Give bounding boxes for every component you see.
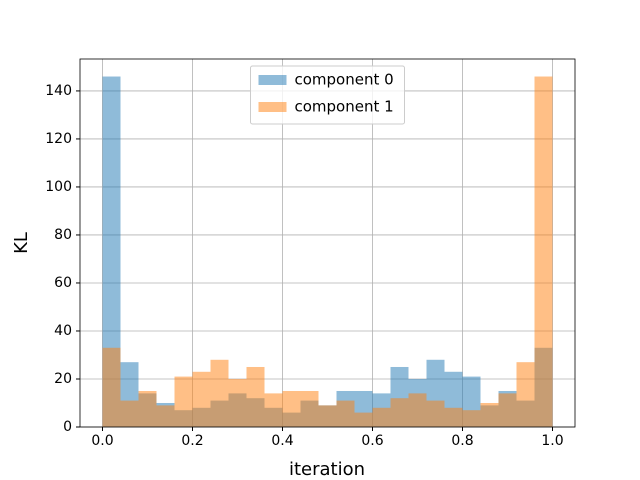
x-tick-label: 0.4 (271, 433, 293, 449)
bar (354, 412, 373, 427)
bar (102, 347, 121, 427)
bar (336, 400, 355, 427)
bar (480, 402, 499, 427)
y-tick-label: 60 (54, 275, 72, 291)
bar (210, 359, 229, 427)
y-axis-title: KL (11, 232, 32, 254)
y-tick-label: 100 (45, 179, 72, 195)
x-axis-title: iteration (289, 459, 365, 480)
legend-swatch (258, 75, 287, 85)
x-tick-label: 0.2 (181, 433, 203, 449)
y-tick-label: 20 (54, 371, 72, 387)
bar (192, 371, 211, 427)
y-tick-label: 40 (54, 323, 72, 339)
legend-box (250, 65, 405, 125)
bar (444, 407, 463, 427)
bar (372, 407, 391, 427)
x-tick-label: 0.6 (361, 433, 383, 449)
bar (156, 405, 175, 427)
bar (102, 76, 121, 428)
y-tick-label: 140 (45, 83, 72, 99)
legend-label: component 1 (295, 98, 394, 116)
legend-label: component 0 (295, 71, 394, 89)
bar (498, 393, 517, 427)
bar (228, 378, 247, 427)
bar (426, 400, 445, 427)
bar (408, 393, 427, 427)
bar (390, 398, 409, 427)
bar (462, 410, 481, 427)
bar (282, 390, 301, 427)
bar (534, 76, 553, 428)
legend-swatch (258, 102, 287, 112)
y-tick-label: 80 (54, 227, 72, 243)
bar (318, 405, 337, 427)
bar (174, 376, 193, 427)
y-tick-label: 120 (45, 131, 72, 147)
bar (138, 390, 157, 427)
x-tick-label: 0.0 (91, 433, 113, 449)
bar (120, 400, 139, 427)
x-tick-label: 0.8 (451, 433, 473, 449)
plot-frame (79, 58, 576, 428)
bar (516, 362, 535, 427)
bar (246, 366, 265, 427)
legend: component 0 component 1 (250, 65, 405, 125)
bar (264, 393, 283, 427)
y-tick-label: 0 (63, 419, 72, 435)
bar (300, 390, 319, 427)
x-tick-label: 1.0 (541, 433, 563, 449)
